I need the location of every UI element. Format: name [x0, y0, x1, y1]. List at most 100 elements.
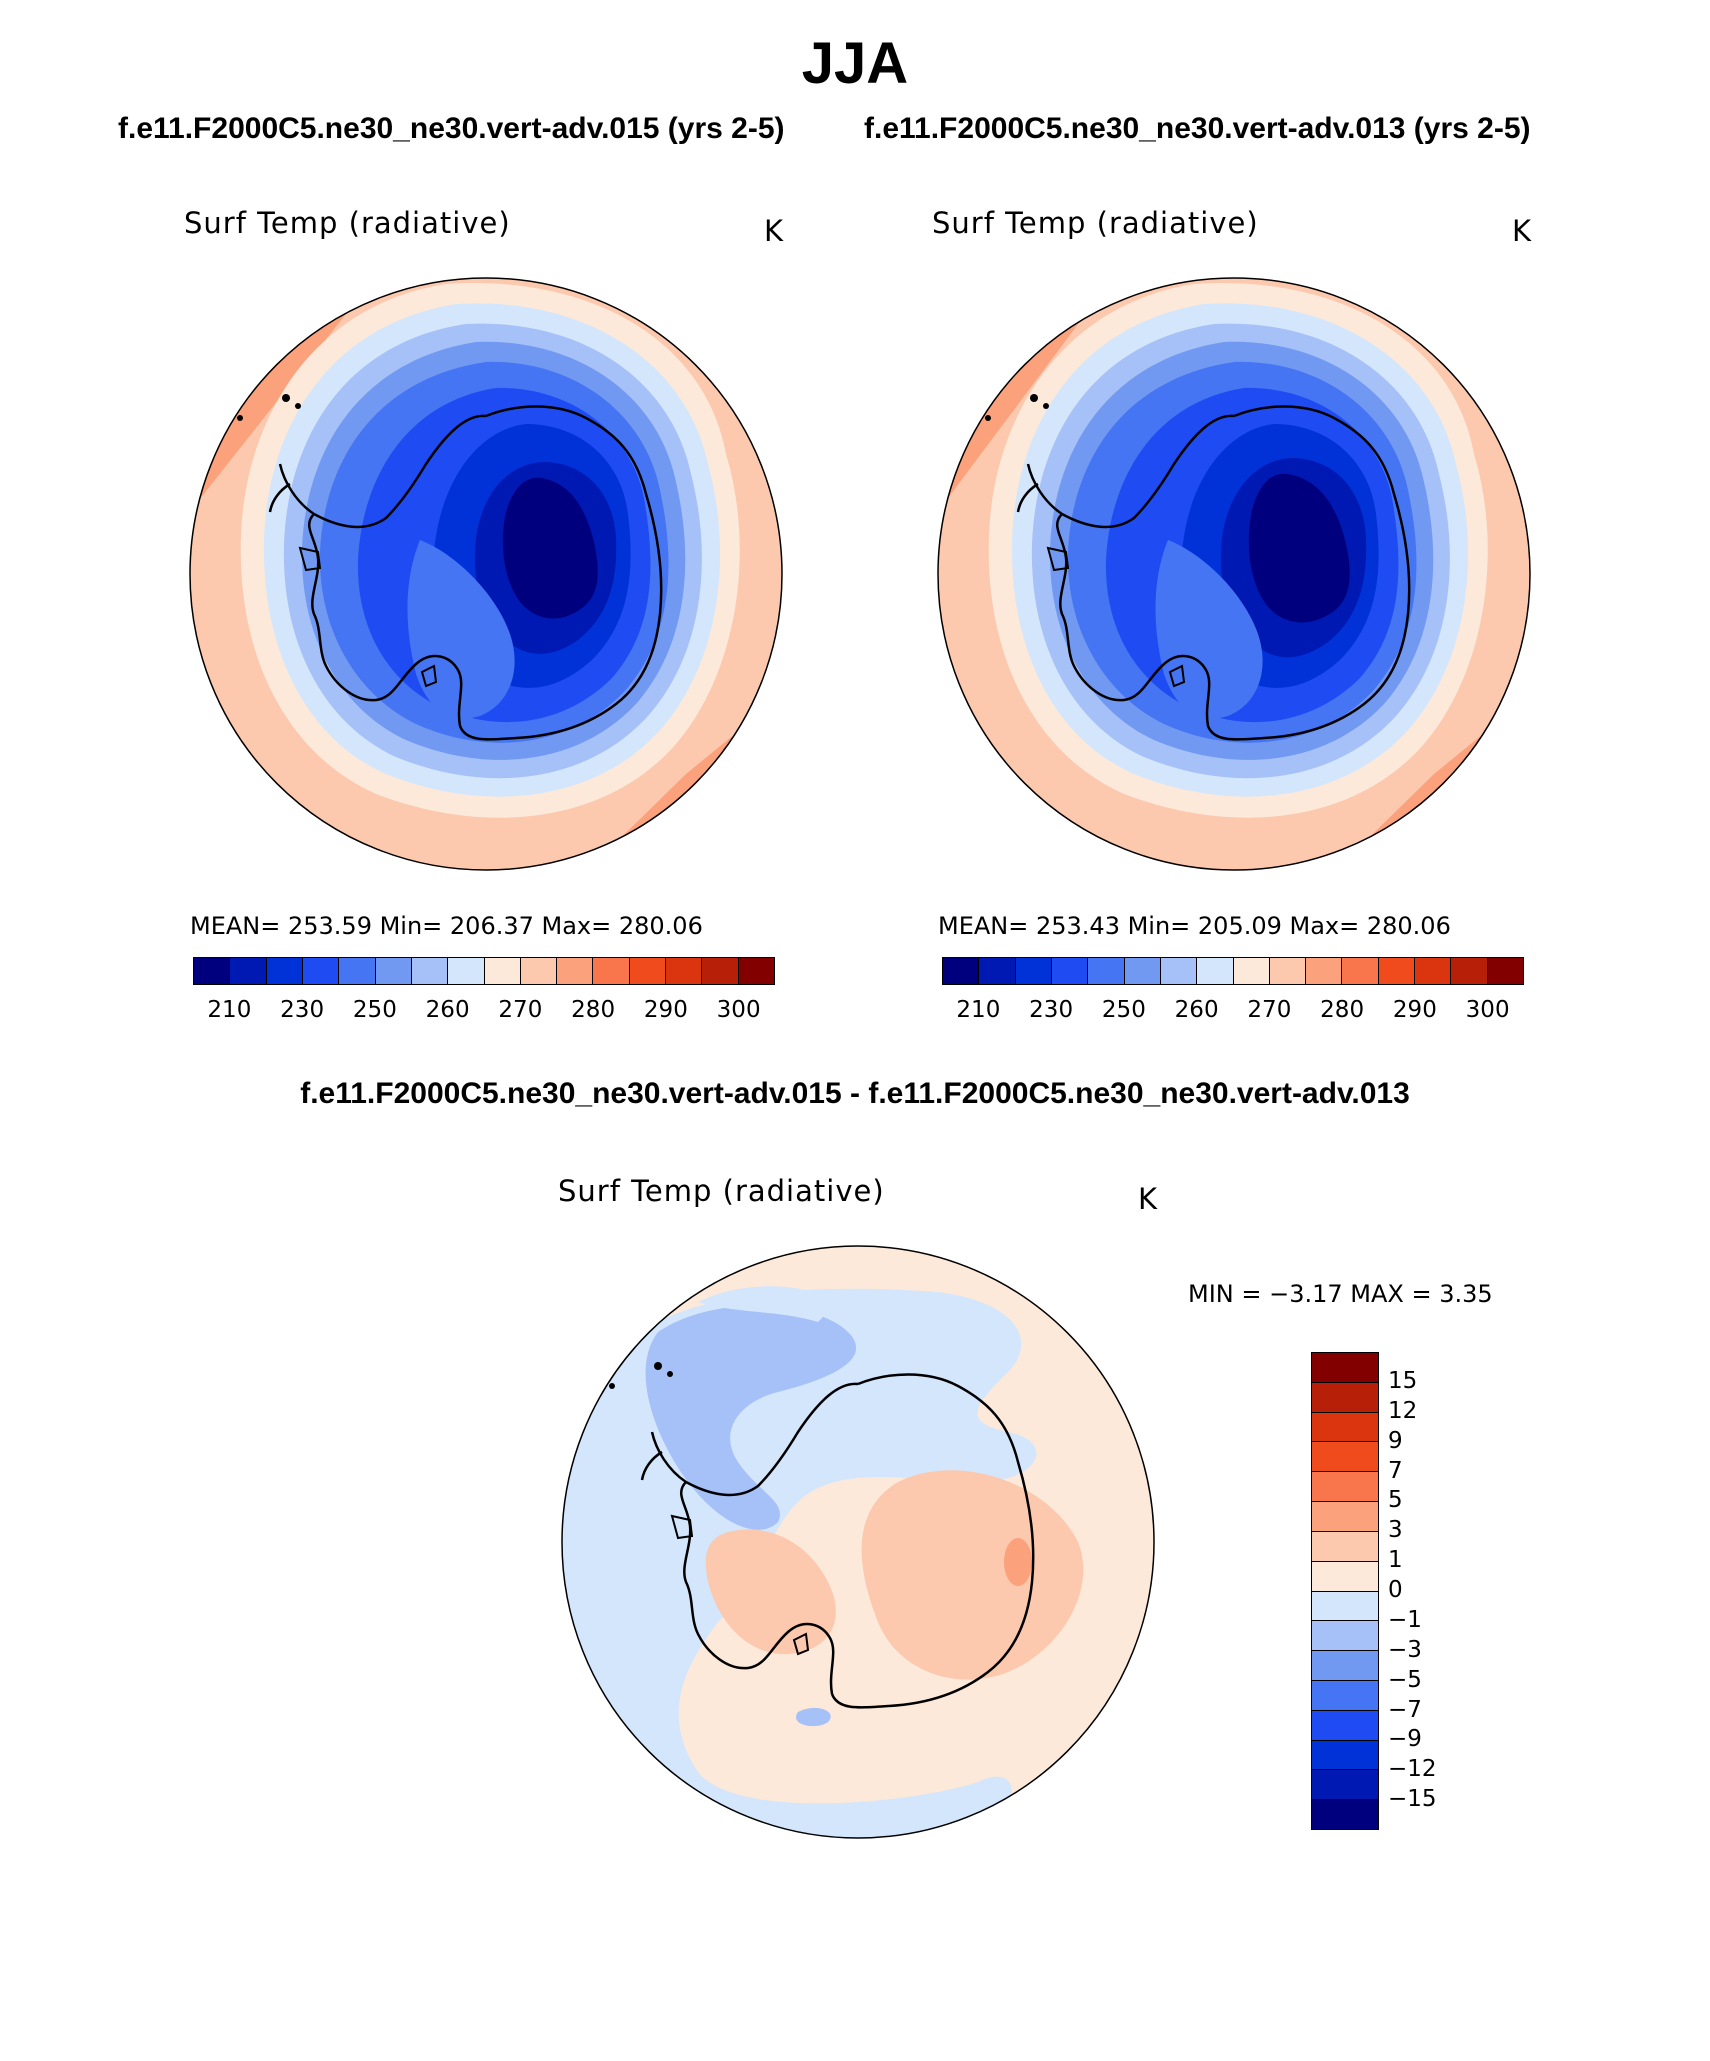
difference-colorbar-tick-label: −3 — [1388, 1636, 1422, 1663]
difference-colorbar-tick-label: 0 — [1388, 1577, 1403, 1603]
difference-colorbar-tick-label: −9 — [1388, 1726, 1422, 1753]
right-case-title: f.e11.F2000C5.ne30_ne30.vert-adv.013 (yr… — [864, 112, 1531, 145]
difference-colorbar-swatch-2 — [1312, 1412, 1378, 1443]
left-colorbar-tick-label: 300 — [716, 997, 761, 1023]
right-colorbar-swatch-0 — [943, 958, 980, 984]
difference-colorbar-swatch-3 — [1312, 1442, 1378, 1473]
right-colorbar-swatch-2 — [1015, 958, 1052, 984]
left-colorbar-swatch-6 — [411, 958, 449, 984]
right-colorbar-swatch-8 — [1233, 958, 1270, 984]
right-colorbar-swatch-11 — [1342, 958, 1379, 984]
right-colorbar-swatch-7 — [1197, 958, 1234, 984]
left-units-label: K — [764, 214, 784, 248]
difference-colorbar-swatch-8 — [1312, 1591, 1378, 1622]
left-colorbar-tick-label: 290 — [643, 997, 688, 1023]
difference-colorbar-tick-label: −1 — [1388, 1606, 1422, 1633]
difference-colorbar-tick-label: 7 — [1388, 1457, 1403, 1484]
right-colorbar-tick-label: 230 — [1029, 997, 1074, 1023]
difference-title: f.e11.F2000C5.ne30_ne30.vert-adv.015 - f… — [300, 1077, 1410, 1110]
right-colorbar-tick-label: 260 — [1174, 997, 1219, 1023]
difference-colorbar-swatch-15 — [1312, 1800, 1378, 1829]
left-colorbar-swatch-10 — [557, 958, 594, 984]
right-colorbar-swatch-4 — [1088, 958, 1125, 984]
difference-colorbar-ticks: 15 12 9 7 5 3 1 0 −1 −3 −5 −7 −9 −12 −15 — [1388, 1352, 1468, 1830]
left-colorbar-tick-label: 230 — [280, 997, 325, 1023]
difference-colorbar-swatch-13 — [1312, 1740, 1378, 1771]
left-colorbar-swatch-1 — [230, 958, 267, 984]
right-colorbar-tick-label: 300 — [1465, 997, 1510, 1023]
right-colorbar-tick-label: 290 — [1392, 997, 1437, 1023]
left-colorbar-tick-label: 210 — [207, 997, 252, 1023]
diff-variable-label: Surf Temp (radiative) — [558, 1174, 885, 1208]
right-colorbar-swatch-5 — [1124, 958, 1161, 984]
difference-colorbar-tick-label: 12 — [1388, 1397, 1418, 1424]
right-colorbar-swatch-1 — [979, 958, 1016, 984]
right-colorbar-swatch-10 — [1306, 958, 1343, 984]
difference-colorbar — [1311, 1352, 1379, 1830]
left-stats: MEAN= 253.59 Min= 206.37 Max= 280.06 — [190, 912, 703, 940]
right-colorbar-swatch-6 — [1160, 958, 1198, 984]
difference-colorbar-swatch-0 — [1312, 1353, 1378, 1383]
difference-colorbar-swatch-7 — [1312, 1561, 1378, 1592]
right-colorbar-swatch-15 — [1487, 958, 1523, 984]
left-colorbar-tick-label: 280 — [571, 997, 616, 1023]
diff-units-label: K — [1138, 1182, 1158, 1216]
difference-colorbar-tick-label: −7 — [1388, 1696, 1422, 1723]
left-colorbar-ticks: 210 230 250 260 270 280 290 300 — [193, 997, 775, 1027]
right-colorbar — [942, 957, 1524, 985]
difference-colorbar-swatch-4 — [1312, 1472, 1378, 1503]
right-variable-label: Surf Temp (radiative) — [932, 206, 1259, 240]
right-stats: MEAN= 253.43 Min= 205.09 Max= 280.06 — [938, 912, 1451, 940]
left-colorbar-swatch-5 — [375, 958, 412, 984]
left-colorbar-swatch-15 — [738, 958, 774, 984]
right-colorbar-tick-label: 270 — [1247, 997, 1292, 1023]
difference-colorbar-tick-label: −5 — [1388, 1666, 1422, 1693]
difference-colorbar-tick-label: −15 — [1388, 1786, 1437, 1813]
difference-polar-map — [561, 1245, 1155, 1839]
difference-colorbar-tick-label: 3 — [1388, 1517, 1403, 1544]
left-colorbar-swatch-2 — [266, 958, 303, 984]
left-colorbar-swatch-7 — [448, 958, 485, 984]
right-colorbar-swatch-14 — [1451, 958, 1488, 984]
right-units-label: K — [1512, 214, 1532, 248]
right-colorbar-tick-label: 250 — [1101, 997, 1146, 1023]
left-colorbar-swatch-3 — [302, 958, 340, 984]
right-colorbar-swatch-3 — [1051, 958, 1089, 984]
left-colorbar — [193, 957, 775, 985]
left-colorbar-swatch-8 — [484, 958, 521, 984]
left-polar-map — [189, 277, 783, 871]
right-colorbar-swatch-9 — [1269, 958, 1307, 984]
left-colorbar-swatch-11 — [593, 958, 630, 984]
left-colorbar-swatch-0 — [194, 958, 231, 984]
left-colorbar-swatch-4 — [339, 958, 376, 984]
left-colorbar-swatch-9 — [520, 958, 558, 984]
difference-colorbar-swatch-6 — [1312, 1531, 1378, 1562]
difference-colorbar-tick-label: 5 — [1388, 1487, 1403, 1514]
difference-colorbar-swatch-14 — [1312, 1770, 1378, 1801]
season-title: JJA — [801, 31, 909, 96]
left-colorbar-swatch-13 — [666, 958, 703, 984]
difference-colorbar-tick-label: 15 — [1388, 1367, 1418, 1394]
difference-colorbar-swatch-10 — [1312, 1651, 1378, 1681]
right-colorbar-swatch-13 — [1415, 958, 1452, 984]
left-colorbar-tick-label: 270 — [498, 997, 543, 1023]
difference-colorbar-tick-label: −12 — [1388, 1756, 1437, 1783]
difference-colorbar-swatch-5 — [1312, 1502, 1378, 1532]
left-colorbar-swatch-14 — [702, 958, 739, 984]
left-colorbar-tick-label: 250 — [352, 997, 397, 1023]
left-colorbar-tick-label: 260 — [425, 997, 470, 1023]
difference-colorbar-tick-label: 9 — [1388, 1427, 1403, 1454]
difference-colorbar-swatch-11 — [1312, 1680, 1378, 1711]
right-polar-map — [937, 277, 1531, 871]
left-case-title: f.e11.F2000C5.ne30_ne30.vert-adv.015 (yr… — [118, 112, 785, 145]
difference-colorbar-swatch-12 — [1312, 1710, 1378, 1741]
right-colorbar-ticks: 210 230 250 260 270 280 290 300 — [942, 997, 1524, 1027]
difference-colorbar-tick-label: 1 — [1388, 1547, 1403, 1574]
difference-colorbar-swatch-1 — [1312, 1382, 1378, 1413]
right-colorbar-tick-label: 210 — [956, 997, 1001, 1023]
difference-colorbar-swatch-9 — [1312, 1621, 1378, 1652]
diff-minmax-label: MIN = −3.17 MAX = 3.35 — [1188, 1280, 1493, 1308]
right-colorbar-tick-label: 280 — [1320, 997, 1365, 1023]
left-colorbar-swatch-12 — [629, 958, 667, 984]
left-variable-label: Surf Temp (radiative) — [184, 206, 511, 240]
